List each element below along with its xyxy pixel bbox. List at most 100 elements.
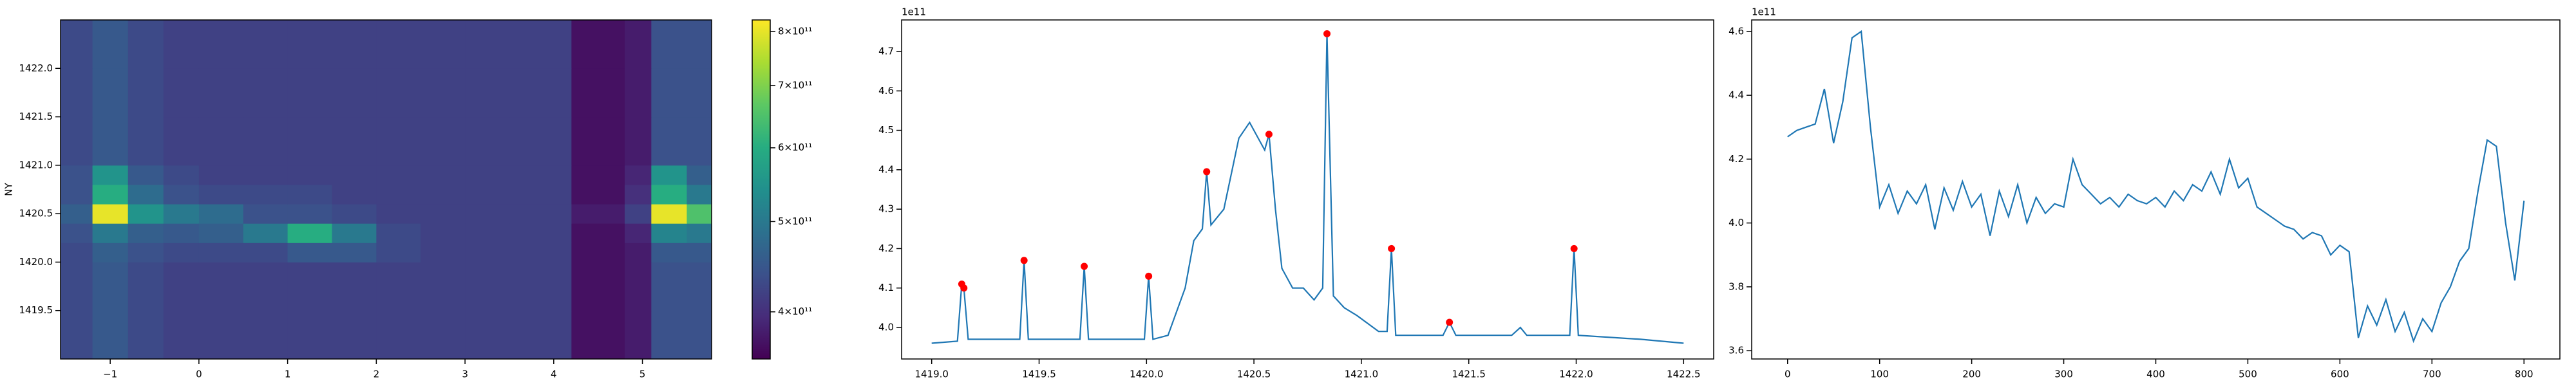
- y-tick-label: 4.1: [878, 282, 894, 293]
- peak-marker: [1020, 257, 1028, 264]
- x-tick-label: 400: [2146, 369, 2165, 380]
- y-tick-label: 4.4: [1728, 89, 1744, 101]
- heatmap-cell: [651, 116, 687, 166]
- heatmap-cell: [198, 20, 244, 69]
- heatmap-cell: [243, 68, 289, 118]
- x-tick-label: 3: [462, 369, 468, 380]
- heatmap-cell: [61, 68, 93, 118]
- heatmap-cell: [625, 20, 652, 69]
- heatmap-cell: [163, 310, 200, 360]
- heatmap-cell: [92, 310, 129, 360]
- heatmap-cell: [243, 262, 289, 311]
- heatmap-cell: [687, 20, 712, 69]
- peak-marker: [1145, 272, 1153, 280]
- heatmap-cell: [128, 184, 164, 205]
- heatmap-cell: [687, 243, 712, 262]
- heatmap-cell: [128, 68, 164, 118]
- x-tick-label: 500: [2239, 369, 2257, 380]
- colorbar-tick-label: 4×10¹¹: [778, 306, 812, 317]
- y-tick-label: 4.6: [878, 85, 894, 96]
- axes-frame: [901, 19, 1714, 360]
- heatmap-cell: [287, 165, 332, 185]
- heatmap-cell: [92, 68, 129, 118]
- heatmap-cell: [198, 68, 244, 118]
- peak-marker: [1388, 244, 1396, 252]
- heatmap-cell: [376, 223, 421, 243]
- heatmap-cell: [625, 310, 652, 360]
- y-tick-label: 4.2: [1728, 153, 1744, 165]
- heatmap-cell: [509, 204, 572, 224]
- heatmap-cell: [421, 184, 466, 205]
- heatmap-cell: [465, 68, 510, 118]
- heatmap-cell: [332, 310, 377, 360]
- heatmap-cell: [128, 310, 164, 360]
- heatmap-cell: [287, 20, 332, 69]
- y-tick-label: 4.6: [1728, 25, 1744, 37]
- heatmap-cell: [61, 310, 93, 360]
- heatmap-cell: [625, 204, 652, 224]
- heatmap-cell: [625, 223, 652, 243]
- heatmap-cell: [509, 262, 572, 311]
- x-tick-label: 700: [2423, 369, 2441, 380]
- heatmap-cell: [332, 204, 377, 224]
- x-tick-label: 1420.0: [1130, 369, 1164, 380]
- heatmap-cell: [465, 310, 510, 360]
- heatmap-cell: [163, 262, 200, 311]
- peak-marker: [1446, 318, 1454, 326]
- heatmap-cell: [287, 243, 332, 262]
- heatmap-cell: [163, 68, 200, 118]
- heatmap-cell: [376, 165, 421, 185]
- heatmap-cell: [92, 243, 129, 262]
- heatmap-cell: [465, 262, 510, 311]
- heatmap-cell: [651, 223, 687, 243]
- x-tick-label: 1: [285, 369, 291, 380]
- y-tick-label: 1420.5: [19, 208, 53, 219]
- heatmap-cell: [651, 262, 687, 311]
- heatmap-cell: [243, 116, 289, 166]
- y-tick-label: 1419.5: [19, 304, 53, 316]
- heatmap-cell: [287, 116, 332, 166]
- heatmap-cell: [687, 223, 712, 243]
- heatmap-cell: [571, 20, 625, 69]
- y-tick-label: 1421.5: [19, 111, 53, 122]
- heatmap-cell: [287, 262, 332, 311]
- heatmap-cell: [287, 68, 332, 118]
- heatmap-cell: [571, 243, 625, 262]
- heatmap-cell: [376, 243, 421, 262]
- heatmap-cell: [243, 243, 289, 262]
- heatmap-cell: [128, 262, 164, 311]
- heatmap-cell: [243, 184, 289, 205]
- heatmap-cell: [128, 165, 164, 185]
- offset-label: 1e11: [1752, 6, 1776, 18]
- heatmap-cell: [92, 165, 129, 185]
- heatmap-cell: [198, 165, 244, 185]
- x-tick-label: 0: [1785, 369, 1791, 380]
- heatmap-cell: [128, 116, 164, 166]
- heatmap-cell: [332, 116, 377, 166]
- y-tick-label: 4.4: [878, 163, 894, 175]
- heatmap-cell: [198, 116, 244, 166]
- heatmap-cell: [332, 184, 377, 205]
- offset-label: 1e11: [902, 6, 926, 18]
- heatmap-cell: [421, 116, 466, 166]
- heatmap-cell: [198, 310, 244, 360]
- heatmap-cell: [625, 184, 652, 205]
- heatmap-cell: [509, 223, 572, 243]
- heatmap-cell: [163, 116, 200, 166]
- heatmap-cell: [421, 223, 466, 243]
- heatmap-cell: [651, 165, 687, 185]
- heatmap-cell: [61, 223, 93, 243]
- heatmap-cell: [163, 243, 200, 262]
- line-series: [931, 33, 1684, 344]
- heatmap-cell: [376, 310, 421, 360]
- peak-marker: [1265, 131, 1273, 138]
- colorbar-tick-label: 5×10¹¹: [778, 216, 812, 227]
- heatmap-cell: [651, 68, 687, 118]
- y-tick-label: 4.0: [878, 321, 894, 333]
- heatmap-cell: [687, 310, 712, 360]
- heatmap-cell: [625, 68, 652, 118]
- heatmap-cell: [651, 243, 687, 262]
- x-tick-label: 5: [639, 369, 646, 380]
- heatmap-cell: [163, 184, 200, 205]
